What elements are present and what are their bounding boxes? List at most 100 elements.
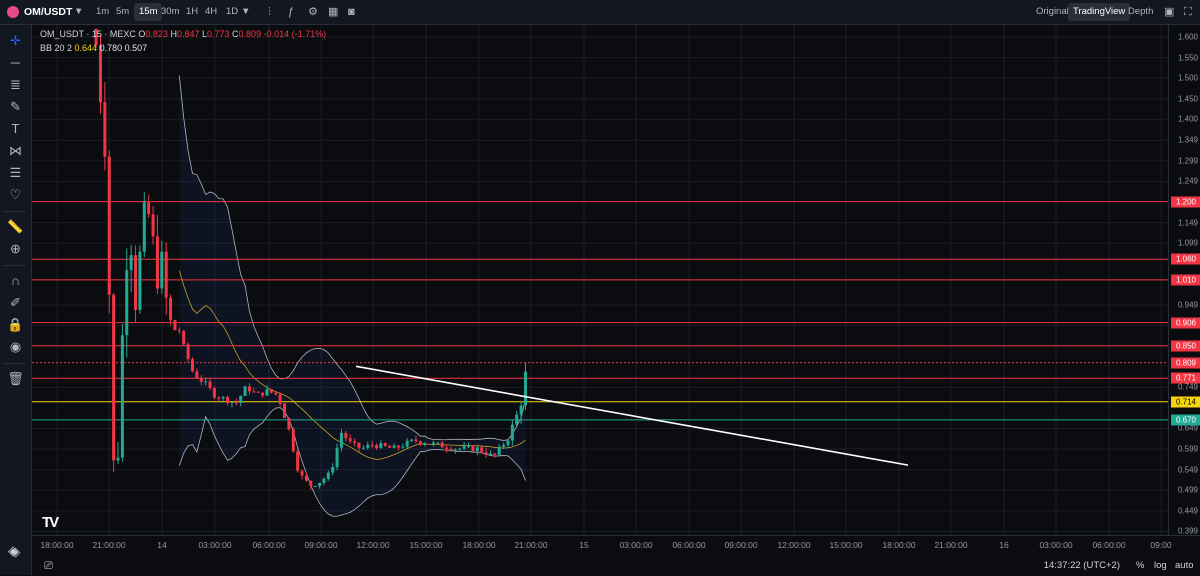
candle-body [300,470,304,476]
layout-icon[interactable]: ▦ [328,6,339,18]
interval-1m[interactable]: 1m [96,6,110,17]
symbol-selector[interactable]: OM/USDT [24,6,73,18]
pattern-icon[interactable]: ⋈ [9,143,22,158]
candle-body [414,439,418,442]
interval-5m[interactable]: 5m [116,6,130,17]
price-tick: 0.449 [1177,506,1198,516]
chart-type-icon[interactable]: ⫶ [268,6,271,18]
layers-icon[interactable]: ◈ [10,544,21,559]
price-tick: 1.500 [1177,73,1198,83]
candle-body [436,442,440,444]
view-depth[interactable]: Depth [1128,6,1154,17]
interval-dropdown-icon[interactable]: ▼ [241,6,251,17]
percent-toggle[interactable]: % [1136,560,1145,571]
horizontal-levels [32,201,1168,421]
view-original[interactable]: Original [1036,6,1069,17]
drawing-toolbar: ✛ ─ ≣ ✎ T ⋈ ☰ ♡ 📏 ⊕ ∩ ✐ 🔒 ◉ 🗑 ◈ [0,25,32,575]
time-tick: 03:00:00 [1039,540,1073,550]
candle-body [177,330,181,332]
candle-body [357,442,361,448]
candle-body [396,445,400,448]
interval-30m[interactable]: 30m [161,6,180,17]
lock-icon[interactable]: 🔒 [7,317,24,332]
fullscreen-icon[interactable]: ⛶ [1184,6,1192,18]
indicators-icon[interactable]: ƒ [288,6,295,18]
candle-body [375,445,379,449]
crosshair-icon[interactable]: ✛ [10,33,21,48]
toolbar-divider [4,265,26,266]
screen-icon[interactable]: ⎚ [44,560,53,572]
candle-body [221,396,225,399]
c-label: C [232,29,239,39]
time-tick: 09:00 [1150,540,1172,550]
candle-body [103,102,107,157]
trash-icon[interactable]: 🗑 [7,371,24,386]
candle-body [116,457,120,461]
candle-body [169,297,173,320]
symbol-dropdown-icon[interactable]: ▼ [74,6,84,17]
interval-1h[interactable]: 1H [186,6,199,17]
eye-icon[interactable]: ◉ [9,339,22,354]
view-tradingview[interactable]: TradingView [1068,3,1131,21]
candle-body [269,389,273,393]
candles [94,28,527,490]
candle-body [208,381,212,388]
candle-body [309,480,313,487]
forecast-icon[interactable]: ☰ [9,165,22,180]
candle-body [383,443,387,446]
candle-body [370,444,374,446]
price-tick: 1.400 [1177,114,1198,124]
auto-toggle[interactable]: auto [1175,560,1194,571]
clock: 14:37:22 (UTC+2) [1043,560,1120,571]
price-tick: 0.549 [1177,465,1198,475]
heart-icon[interactable]: ♡ [9,187,22,202]
camera-icon[interactable]: ◙ [348,6,355,18]
candle-body [98,45,102,103]
price-chart[interactable] [32,25,1168,535]
text-icon[interactable]: T [11,121,20,136]
level-badge: 0.771 [1171,372,1200,384]
candle-body [265,389,269,396]
candle-body [256,391,260,393]
candle-body [134,255,138,311]
fib-icon[interactable]: ≣ [10,77,21,92]
price-tick: 1.299 [1177,156,1198,166]
candle-body [348,438,352,442]
candle-body [449,448,453,451]
top-toolbar: OM/USDT ▼ 1m 5m 15m 30m 1H 4H 1D ▼ ⫶ ƒ ⚙… [0,0,1200,25]
tradingview-logo-icon[interactable]: TV [42,514,59,531]
candle-body [453,449,457,451]
candle-body [488,453,492,456]
settings-icon[interactable]: ⚙ [308,6,318,18]
interval-15m[interactable]: 15m [134,3,163,21]
bb-basis: 0.644 [74,43,98,53]
log-toggle[interactable]: log [1154,560,1167,571]
lock-drawing-icon[interactable]: ✐ [10,295,21,310]
time-axis[interactable]: 18:00:00 21:00:00 14 03:00:00 06:00:00 09:00:… [32,535,1200,576]
candle-body [418,441,422,445]
brush-icon[interactable]: ✎ [10,99,21,114]
price-tick: 0.949 [1177,300,1198,310]
toolbar-divider [4,363,26,364]
zoom-in-icon[interactable]: ⊕ [10,241,21,256]
horizontal-line-icon[interactable]: ─ [10,55,21,70]
bb-basis-line [178,270,526,460]
time-tick: 06:00:00 [1092,540,1126,550]
candle-body [261,392,265,396]
ruler-icon[interactable]: 📏 [7,219,24,234]
panel-icon[interactable]: ▣ [1164,6,1175,18]
candle-body [94,28,98,46]
interval-4h[interactable]: 4H [205,6,218,17]
magnet-icon[interactable]: ∩ [10,273,21,288]
time-tick: 21:00:00 [92,540,126,550]
bb-lower: 0.507 [124,43,148,53]
bb-legend[interactable]: BB 20 2 0.644 0.780 0.507 [40,43,147,53]
bb-label: BB 20 2 [40,43,73,53]
candle-body [366,444,370,448]
layers-bottom-icon[interactable]: ◈ [8,543,18,558]
candle-body [243,386,247,396]
candle-body [296,451,300,471]
candle-body [471,445,475,452]
price-axis[interactable]: 1.600 1.550 1.500 1.450 1.400 1.349 1.299 1.249… [1168,25,1200,556]
interval-1d[interactable]: 1D [226,6,239,17]
